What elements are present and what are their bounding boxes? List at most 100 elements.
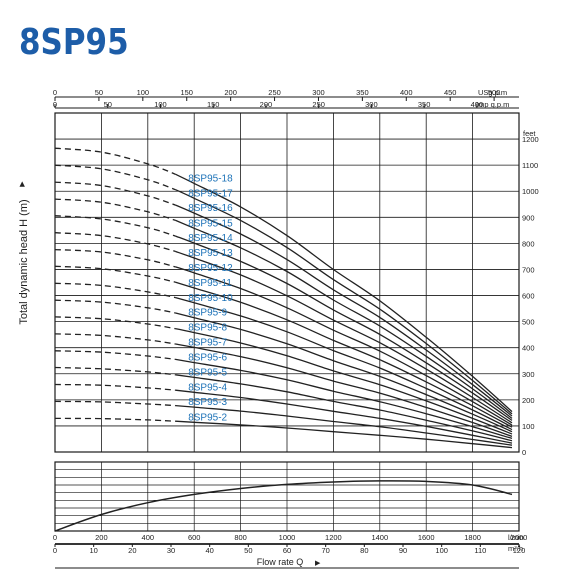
head-curve bbox=[175, 189, 513, 415]
head-curve-dashed bbox=[54, 400, 176, 407]
curve-label: 8SP95-18 bbox=[188, 173, 233, 184]
curve-label: 8SP95-17 bbox=[188, 188, 233, 199]
head-curve-dashed bbox=[54, 282, 176, 299]
m3h-tick-label: 20 bbox=[128, 546, 136, 555]
lmin-tick-label: 1400 bbox=[371, 533, 388, 542]
curve-label: 8SP95-14 bbox=[188, 233, 233, 244]
usgpm-tick-label: 250 bbox=[268, 88, 281, 97]
head-curve bbox=[175, 266, 513, 426]
curve-label: 8SP95-15 bbox=[188, 218, 233, 229]
impgpm-tick-label: 250 bbox=[312, 100, 325, 109]
head-curve-dashed bbox=[54, 383, 176, 391]
curve-label: 8SP95-9 bbox=[188, 308, 227, 319]
head-curve bbox=[175, 219, 513, 419]
head-curve bbox=[175, 250, 513, 424]
feet-tick-label: 1200 bbox=[522, 135, 539, 144]
impgpm-tick-label: 300 bbox=[365, 100, 378, 109]
feet-tick-label: 900 bbox=[522, 213, 535, 222]
lmin-tick-label: 800 bbox=[234, 533, 247, 542]
feet-tick-label: 400 bbox=[522, 344, 535, 353]
head-curve bbox=[175, 281, 513, 428]
m3h-tick-label: 0 bbox=[53, 546, 57, 555]
m3h-tick-label: 60 bbox=[283, 546, 291, 555]
head-curve bbox=[175, 312, 513, 433]
m3h-tick-label: 90 bbox=[399, 546, 407, 555]
usgpm-tick-label: 500 bbox=[488, 88, 501, 97]
head-curve-dashed bbox=[54, 147, 176, 175]
m3h-tick-label: 30 bbox=[167, 546, 175, 555]
y-axis-arrow-icon: ▶ bbox=[19, 181, 26, 187]
curve-label: 8SP95-7 bbox=[188, 337, 227, 348]
lmin-tick-label: 0 bbox=[53, 533, 57, 542]
efficiency-curve bbox=[54, 480, 513, 532]
curve-label: 8SP95-12 bbox=[188, 263, 233, 274]
curve-label: 8SP95-6 bbox=[188, 353, 227, 364]
head-curve-dashed bbox=[54, 417, 176, 422]
head-curve-dashed bbox=[54, 198, 176, 222]
lmin-tick-label: 400 bbox=[142, 533, 155, 542]
head-curve-chart: 0 100 200 300 400 500 600 700 800 900 1000 1100 1200… bbox=[54, 112, 539, 457]
y-axis-label: Total dynamic head H (m) bbox=[18, 199, 30, 324]
head-curve-dashed bbox=[54, 215, 176, 237]
usgpm-tick-label: 350 bbox=[356, 88, 369, 97]
head-curve bbox=[175, 374, 513, 442]
feet-tick-label: 800 bbox=[522, 239, 535, 248]
feet-tick-label: 200 bbox=[522, 396, 535, 405]
page-title: 8SP95 bbox=[19, 22, 129, 63]
feet-tick-label: 600 bbox=[522, 292, 535, 301]
head-curve-dashed bbox=[54, 316, 176, 330]
feet-tick-label: 0 bbox=[522, 448, 526, 457]
impgpm-tick-label: 350 bbox=[418, 100, 431, 109]
head-curve bbox=[175, 296, 513, 431]
lmin-tick-label: 200 bbox=[95, 533, 108, 542]
lmin-tick-label: 600 bbox=[188, 533, 201, 542]
head-curve-dashed bbox=[54, 265, 176, 283]
curve-label: 8SP95-13 bbox=[188, 248, 233, 259]
m3h-tick-label: 70 bbox=[321, 546, 329, 555]
impgpm-tick-label: 150 bbox=[207, 100, 220, 109]
head-curve bbox=[175, 328, 513, 435]
curve-label: 8SP95-3 bbox=[188, 397, 227, 408]
feet-tick-label: 500 bbox=[522, 318, 535, 327]
m3h-tick-label: 40 bbox=[205, 546, 213, 555]
efficiency-chart bbox=[54, 461, 520, 532]
head-curve bbox=[175, 343, 513, 438]
usgpm-unit-label: USg.p.m bbox=[478, 88, 507, 97]
m3h-tick-label: 120 bbox=[513, 546, 526, 555]
head-curve bbox=[175, 404, 513, 446]
head-curve-dashed bbox=[54, 299, 176, 314]
usgpm-tick-label: 150 bbox=[180, 88, 193, 97]
lmin-tick-label: 1000 bbox=[279, 533, 296, 542]
lmin-tick-label: 1800 bbox=[464, 533, 481, 542]
lmin-unit-label: l/min bbox=[508, 533, 524, 542]
impgpm-tick-label: 100 bbox=[154, 100, 167, 109]
curve-label: 8SP95-8 bbox=[188, 323, 227, 334]
feet-tick-label: 700 bbox=[522, 265, 535, 274]
usgpm-tick-label: 200 bbox=[224, 88, 237, 97]
impgpm-tick-label: 50 bbox=[104, 100, 112, 109]
head-curve-dashed bbox=[54, 350, 176, 361]
curve-label: 8SP95-10 bbox=[188, 293, 233, 304]
head-curve bbox=[175, 389, 513, 444]
lmin-tick-label: 2000 bbox=[511, 533, 528, 542]
usgpm-tick-label: 400 bbox=[400, 88, 413, 97]
head-curve bbox=[175, 358, 513, 440]
head-curve bbox=[175, 235, 513, 421]
m3h-tick-label: 110 bbox=[474, 546, 486, 555]
lmin-tick-label: 1600 bbox=[418, 533, 435, 542]
m3h-tick-label: 50 bbox=[244, 546, 252, 555]
usgpm-tick-label: 100 bbox=[137, 88, 150, 97]
impgpm-unit-label: Imp g.p.m bbox=[476, 100, 509, 109]
feet-tick-label: 300 bbox=[522, 370, 535, 379]
head-curve bbox=[175, 420, 513, 449]
curve-label: 8SP95-16 bbox=[188, 203, 233, 214]
usgpm-tick-label: 0 bbox=[53, 88, 57, 97]
usgpm-tick-label: 450 bbox=[444, 88, 457, 97]
x-axis-label: Flow rate Q bbox=[257, 557, 304, 567]
bottom-flow-axes: 0 200 400 600 800 1000 1200 1400 1600 1800 2000l/m… bbox=[53, 533, 528, 569]
feet-tick-label: 100 bbox=[522, 422, 535, 431]
impgpm-tick-label: 0 bbox=[53, 100, 57, 109]
head-curve-dashed bbox=[54, 366, 176, 376]
